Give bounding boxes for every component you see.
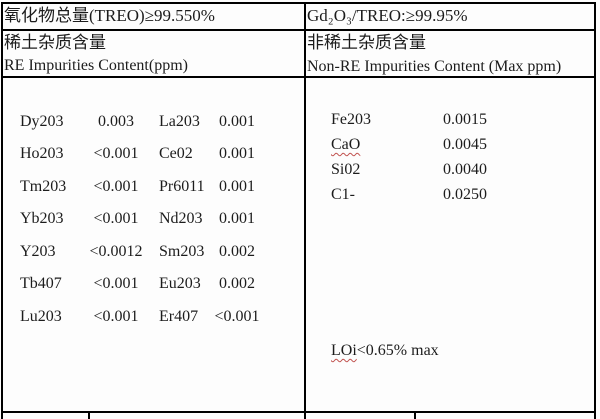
non-re-impurities-header-en: Non-RE Impurities Content (Max ppm) [307,58,562,75]
oxide-name: Pr6011 [159,178,205,195]
oxide-name: Dy203 [20,113,64,130]
compound-value: 0.0045 [443,136,487,153]
oxide-name: Ho203 [20,145,64,162]
re-impurity-row: Lu203 <0.001 Er407 <0.001 [20,308,260,326]
oxide-value: <0.0012 [89,243,143,260]
oxide-value: <0.001 [93,308,139,325]
table-divider-row1 [2,29,596,31]
bottom-row-divider-left [88,413,90,419]
table-border-top [2,2,596,4]
loi-limit: <0.65% max [356,342,439,359]
non-re-impurity-row: CaO 0.0045 [331,136,487,156]
oxide-value: 0.001 [219,113,255,130]
oxide-name: Tb407 [20,275,62,292]
oxide-value: <0.001 [93,145,139,162]
compound-value: 0.0040 [443,161,487,178]
bottom-row-divider-right [414,413,416,419]
gd-treo-ratio-cell: Gd₂O₃/TREO:≥99.95% [307,6,468,25]
re-impurity-row: Tb407 <0.001 Eu203 0.002 [20,275,260,293]
compound-name: CaO [331,136,361,153]
compound-name: C1- [331,186,355,203]
column-gap [146,145,159,163]
compound-name: Fe203 [331,111,371,128]
oxide-name: Sm203 [159,243,205,260]
column-gap [146,275,159,293]
oxide-value: 0.003 [98,113,134,130]
oxide-value: <0.001 [93,275,139,292]
oxide-name: Y203 [20,243,56,260]
loi-word: LOi [331,342,357,359]
column-gap [146,113,159,131]
oxide-value: <0.001 [93,210,139,227]
non-re-impurity-row: C1- 0.0250 [331,186,487,206]
oxide-value: <0.001 [214,308,260,325]
oxide-value: 0.002 [219,275,255,292]
oxide-value: 0.001 [219,178,255,195]
non-re-impurity-row: Fe203 0.0015 [331,111,487,131]
non-re-impurity-row: Si02 0.0040 [331,161,487,181]
re-impurity-row: Yb203 <0.001 Nd203 0.001 [20,210,260,228]
re-impurities-header-en: RE Impurities Content(ppm) [4,57,188,74]
oxide-name: Nd203 [159,210,203,227]
oxide-value: 0.001 [219,210,255,227]
oxide-value: <0.001 [93,178,139,195]
oxide-name: Tm203 [20,178,67,195]
oxide-name: Er407 [159,308,199,325]
oxide-name: Yb203 [20,210,64,227]
oxide-name: Ce02 [159,145,193,162]
oxide-value: 0.001 [219,145,255,162]
oxide-name: La203 [159,113,200,130]
treo-total-cell: 氧化物总量(TREO)≥99.550% [4,6,215,25]
non-re-impurities-header-cn: 非稀土杂质含量 [307,33,426,52]
compound-name: Si02 [331,161,361,178]
oxide-name: Lu203 [20,308,62,325]
column-gap [146,210,159,228]
table-divider-vertical-middle [304,2,306,419]
table-divider-row2 [2,76,596,78]
column-gap [146,178,159,196]
re-impurity-row: Ho203 <0.001 Ce02 0.001 [20,145,260,163]
table-divider-bottom [1,411,596,413]
compound-value: 0.0250 [443,186,487,203]
re-impurity-row: Dy203 0.003 La203 0.001 [20,113,260,131]
table-border-left [1,2,3,419]
table-border-right [594,2,596,419]
column-gap [146,308,159,326]
re-impurities-header-cn: 稀土杂质含量 [4,33,106,52]
oxide-name: Eu203 [159,275,201,292]
oxide-value: 0.002 [219,243,255,260]
loi-note: LOi<0.65% max [331,342,439,360]
compound-value: 0.0015 [443,111,487,128]
column-gap [146,243,159,261]
re-impurity-row: Tm203 <0.001 Pr6011 0.001 [20,178,260,196]
re-impurity-row: Y203 <0.0012 Sm203 0.002 [20,243,260,261]
